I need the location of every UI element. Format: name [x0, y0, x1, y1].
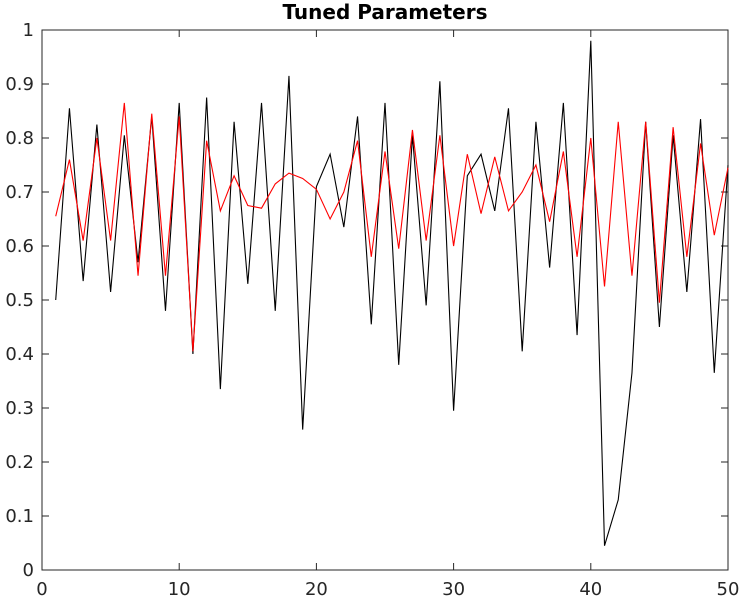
y-tick-label: 0.9: [5, 74, 34, 95]
y-tick-label: 0.2: [5, 452, 34, 473]
x-tick-label: 20: [305, 579, 328, 600]
x-tick-label: 40: [579, 579, 602, 600]
y-tick-label: 0.6: [5, 236, 34, 257]
series-layer: [55, 40, 729, 546]
series-line-1: [55, 40, 729, 546]
series-line-2: [55, 102, 729, 352]
y-tick-label: 0.4: [5, 344, 34, 365]
y-tick-label: 1: [23, 20, 34, 41]
y-tick-label: 0.1: [5, 506, 34, 527]
y-tick-label: 0.5: [5, 290, 34, 311]
x-tick-label: 0: [36, 579, 47, 600]
y-tick-label: 0.3: [5, 398, 34, 419]
plot-area: [42, 30, 728, 570]
chart-title: Tuned Parameters: [282, 0, 488, 24]
y-tick-label: 0: [23, 560, 34, 581]
y-tick-label: 0.8: [5, 128, 34, 149]
x-tick-label: 10: [168, 579, 191, 600]
x-tick-label: 50: [717, 579, 740, 600]
y-tick-label: 0.7: [5, 182, 34, 203]
x-tick-label: 30: [442, 579, 465, 600]
axes: 0 10 20 30 40 50 0 0.1 0.2 0.3 0.4 0.5 0.6 0.7 0.8 0.9 1: [5, 20, 739, 600]
